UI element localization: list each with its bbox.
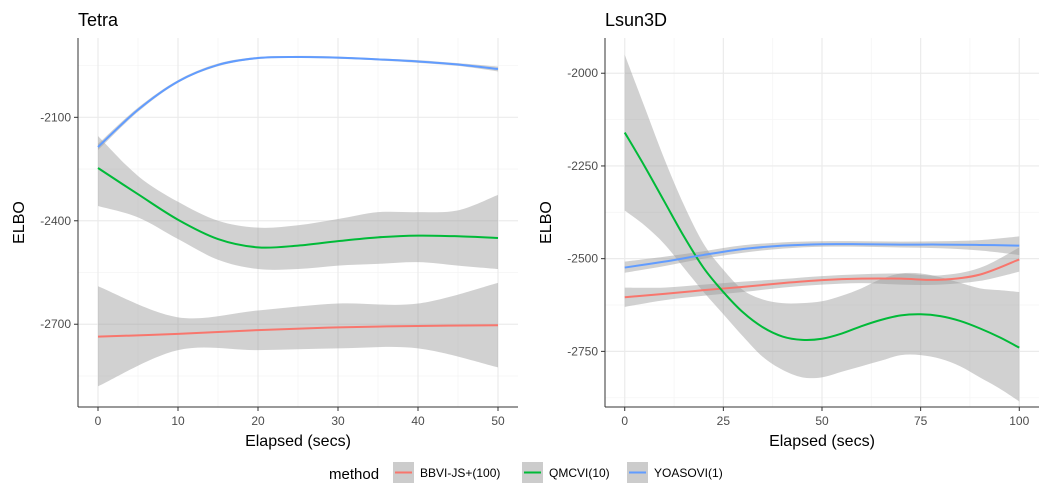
x-tick-label: 20	[251, 414, 265, 428]
series-line-1	[97, 324, 499, 338]
chart-panel-1: 0 10 20 30 40 50 -2100 -2400 -2700 Tetra Elapsed (…	[11, 10, 518, 450]
x-tick-label: 100	[1009, 414, 1029, 428]
y-tick-label: -2000	[567, 66, 598, 80]
y-tick-label: -2400	[40, 214, 71, 228]
series-line-3	[97, 55, 499, 148]
series-line-2	[623, 132, 1020, 349]
y-tick-label: -2500	[567, 252, 598, 266]
x-tick-label: 50	[491, 414, 505, 428]
legend: method BBVI-JS+(100) QMCVI(10) YOASOVI(1)	[329, 462, 723, 483]
x-axis-title: Elapsed (secs)	[245, 433, 351, 450]
legend-label-2: QMCVI(10)	[549, 466, 610, 480]
x-tick-label: 75	[914, 414, 928, 428]
series-line-2	[97, 167, 499, 249]
x-tick-label: 10	[171, 414, 185, 428]
y-axis-title: ELBO	[538, 201, 555, 244]
legend-title: method	[329, 466, 379, 483]
legend-label-1: BBVI-JS+(100)	[420, 466, 500, 480]
chart-panel-2: 0 25 50 75 100 -2000 -2250 -2500 -2750 Lsun3D Elap…	[538, 10, 1039, 450]
chart-title: Tetra	[78, 10, 119, 30]
data-layer	[623, 54, 1020, 402]
y-tick-label: -2100	[40, 110, 71, 124]
chart-title: Lsun3D	[605, 10, 667, 30]
data-layer	[97, 55, 499, 387]
series-line-3	[624, 243, 1020, 269]
y-axis-title: ELBO	[11, 201, 28, 244]
x-tick-label: 30	[331, 414, 345, 428]
grid	[605, 38, 1039, 407]
x-tick-label: 25	[717, 414, 731, 428]
confidence-band-series-1	[98, 282, 498, 387]
x-tick-label: 40	[411, 414, 425, 428]
x-tick-label: 50	[815, 414, 829, 428]
y-tick-label: -2750	[567, 344, 598, 358]
y-tick-label: -2700	[40, 317, 71, 331]
y-tick-label: -2250	[567, 159, 598, 173]
grid	[78, 38, 518, 407]
legend-label-3: YOASOVI(1)	[654, 466, 723, 480]
x-axis-title: Elapsed (secs)	[769, 433, 875, 450]
series-line-1	[624, 258, 1020, 299]
x-tick-label: 0	[621, 414, 628, 428]
x-tick-label: 0	[95, 414, 102, 428]
